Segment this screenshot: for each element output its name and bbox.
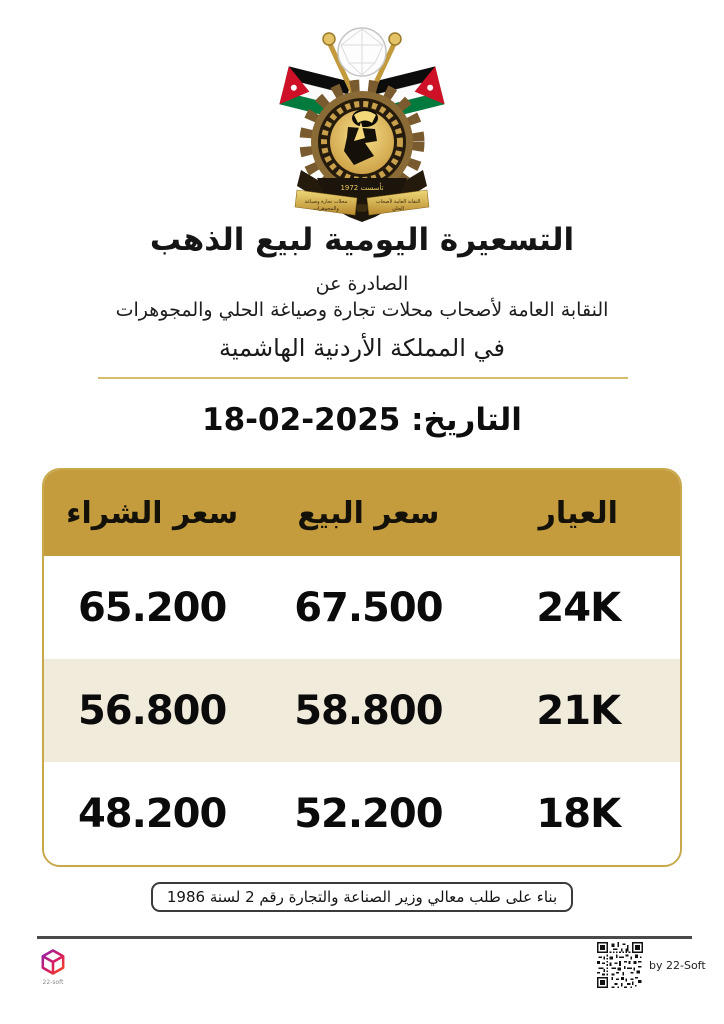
svg-text:النقابة العامة لأصحاب: النقابة العامة لأصحاب [376,198,421,205]
syndicate-emblem: تأسست 1972 محلات تجارة وصياغة والمجوهرات… [277,12,447,228]
gold-divider [98,377,628,379]
cell-sell-price: 67.500 [294,584,443,631]
location-line: في المملكة الأردنية الهاشمية [218,334,506,362]
brand-name: 22-soft [42,979,64,986]
organization-name: النقابة العامة لأصحاب محلات تجارة وصياغة… [115,299,609,321]
date-line: التاريخ: 18-02-2025 [0,402,724,438]
established-text: تأسست 1972 [340,182,383,192]
svg-text:الحلي: الحلي [392,206,404,212]
bottom-divider [37,936,692,939]
cell-karat: 18K [536,790,621,837]
ribbon-right: النقابة العامة لأصحاب الحلي [366,189,430,216]
cube-logo-icon [41,949,65,975]
cell-buy-price: 65.200 [77,584,227,631]
footer-note: بناء على طلب معالي وزير الصناعة والتجارة… [0,882,724,912]
crucible-icon [352,109,378,141]
table-row: 18K 52.200 48.200 [44,762,680,865]
price-table: العيار سعر البيع سعر الشراء 24K 67.500 6… [42,468,682,867]
cell-sell-price: 52.200 [294,790,443,837]
emblem-graphic: تأسست 1972 محلات تجارة وصياغة والمجوهرات… [279,27,445,222]
svg-text:والمجوهرات: والمجوهرات [313,206,339,212]
column-header-sell: سعر البيع [297,495,440,531]
svg-text:محلات تجارة وصياغة: محلات تجارة وصياغة [305,199,348,205]
qr-credit: by 22-Soft [649,958,706,972]
date-value: 18-02-2025 [202,402,401,438]
date-label: التاريخ: [411,402,522,438]
cell-buy-price: 56.800 [77,687,227,734]
diamond-ball-icon [337,27,387,77]
column-header-karat: العيار [538,495,618,531]
qr-code-icon [597,942,643,988]
page-title: التسعيرة اليومية لبيع الذهب [149,222,575,258]
cell-karat: 21K [536,687,621,734]
cell-buy-price: 48.200 [77,790,227,837]
jordan-map-icon [344,127,377,165]
brand-logo: 22-soft [38,948,68,986]
qr-group: by 22-Soft [597,942,706,988]
cell-karat: 24K [536,584,621,631]
column-header-buy: سعر الشراء [66,495,239,531]
ribbon-left: محلات تجارة وصياغة والمجوهرات [294,189,358,216]
table-row: 21K 58.800 56.800 [44,659,680,762]
price-table-header: العيار سعر البيع سعر الشراء [44,470,680,556]
table-row: 24K 67.500 65.200 [44,556,680,659]
cell-sell-price: 58.800 [294,687,443,734]
issued-by-label: الصادرة عن [315,273,409,295]
